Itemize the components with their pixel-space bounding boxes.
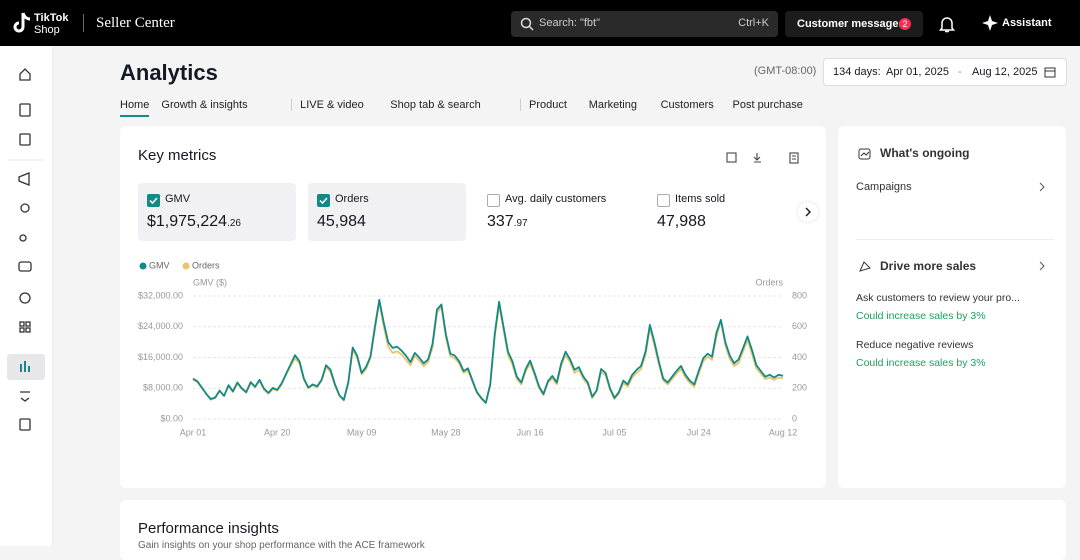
sales-icon	[859, 261, 871, 272]
tab[interactable]: Home	[120, 99, 150, 117]
metric-value-main: 47,988	[657, 213, 706, 230]
logo-icon	[13, 12, 31, 33]
search-placeholder: Search: "fbt"	[539, 17, 601, 29]
date-range[interactable]: 134 days: Apr 01, 2025 - Aug 12, 2025	[823, 58, 1067, 86]
ongoing-icon	[858, 148, 871, 160]
messages-button[interactable]: Customer messages 2	[785, 11, 923, 37]
metric-value: 45,984	[317, 213, 366, 231]
chevron	[1039, 182, 1045, 192]
ongoing-item[interactable]: Campaigns	[856, 181, 912, 193]
tab-divider	[291, 99, 293, 111]
metric-value-main: $1,975,224	[147, 213, 228, 230]
metric-value: $1,975,224.26	[147, 213, 241, 231]
tab[interactable]: Growth & insights	[161, 99, 248, 111]
top-bar: TikTok Shop Seller Center Search: "fbt" …	[0, 0, 1080, 46]
side-panel: What's ongoing Campaigns Drive more sale…	[838, 126, 1066, 488]
range-start: Apr 01, 2025	[886, 66, 949, 78]
tab[interactable]: LIVE & video	[300, 99, 364, 111]
metric-label: Orders	[335, 193, 369, 205]
metric-value-main: 45,984	[317, 213, 366, 230]
metric-card[interactable]: Items sold 47,988	[648, 183, 806, 241]
assistant-icon	[982, 15, 998, 31]
bell-icon[interactable]	[939, 15, 955, 33]
tab[interactable]: Post purchase	[732, 99, 803, 111]
logo-top: TikTok	[34, 12, 69, 24]
sidebar	[0, 46, 53, 546]
next-button[interactable]	[796, 200, 820, 224]
search-icon	[520, 17, 534, 31]
card-title: Key metrics	[138, 147, 217, 164]
tab[interactable]: Product	[529, 99, 567, 111]
calendar-icon	[1044, 67, 1056, 78]
sales-title: Drive more sales	[880, 259, 977, 273]
suggestion-title[interactable]: Ask customers to review your pro...	[856, 292, 1020, 304]
checkbox[interactable]	[487, 194, 500, 207]
sidebar-icons	[7, 68, 45, 431]
logo-bottom: Shop	[34, 24, 60, 36]
tab[interactable]: Shop tab & search	[390, 99, 481, 111]
metric-card[interactable]: Avg. daily customers 337.97	[478, 183, 636, 241]
range-end: Aug 12, 2025	[972, 66, 1038, 78]
ongoing-title: What's ongoing	[880, 146, 970, 160]
metric-card[interactable]: Orders 45,984	[308, 183, 466, 241]
tab[interactable]: Customers	[660, 99, 714, 111]
timezone: (GMT-08:00)	[754, 65, 817, 77]
range-separator: -	[958, 66, 962, 78]
metric-value: 47,988	[657, 213, 706, 231]
insights-title: Performance insights	[138, 520, 279, 537]
suggestion-note: Could increase sales by 3%	[856, 310, 986, 322]
suggestion-title[interactable]: Reduce negative reviews	[856, 339, 974, 351]
suggestion-note: Could increase sales by 3%	[856, 357, 986, 369]
search-shortcut: Ctrl+K	[738, 17, 769, 29]
messages-label: Customer messages	[797, 18, 905, 30]
product-name: Seller Center	[96, 15, 175, 31]
assistant-label[interactable]: Assistant	[1002, 17, 1052, 29]
checkbox[interactable]	[147, 194, 160, 207]
metric-card[interactable]: GMV $1,975,224.26	[138, 183, 296, 241]
divider	[856, 239, 1054, 240]
metric-value: 337.97	[487, 213, 528, 231]
insights-card: Performance insights Gain insights on yo…	[120, 500, 1066, 560]
page-title: Analytics	[120, 60, 218, 85]
search-box[interactable]: Search: "fbt" Ctrl+K	[511, 11, 778, 37]
card-actions[interactable]	[726, 151, 810, 165]
chevron	[1039, 261, 1045, 271]
range-days: 134 days:	[833, 66, 881, 78]
divider	[83, 14, 84, 32]
checkbox[interactable]	[657, 194, 670, 207]
metric-label: Items sold	[675, 193, 726, 205]
metric-label: Avg. daily customers	[505, 193, 607, 205]
tab-divider	[520, 99, 521, 111]
key-metrics-card: Key metrics GMV $1,975,224.26 Orders 45,984…	[120, 126, 826, 488]
metric-value-main: 337	[487, 213, 514, 230]
messages-badge: 2	[899, 18, 911, 30]
metric-value-dec: .97	[513, 218, 528, 229]
metric-value-dec: .26	[227, 218, 241, 229]
tab[interactable]: Marketing	[588, 99, 637, 111]
checkbox[interactable]	[317, 194, 330, 207]
metric-label: GMV	[165, 193, 191, 205]
